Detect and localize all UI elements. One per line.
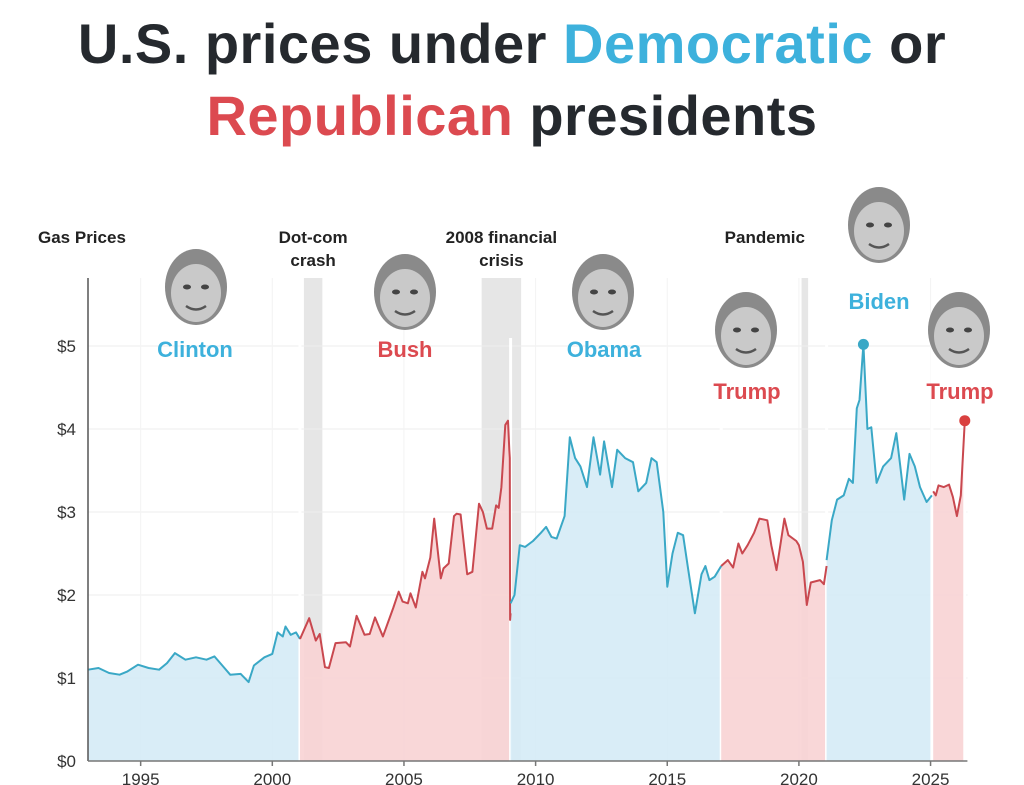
- president-label: Trump: [926, 379, 993, 404]
- price-line-trump: [932, 420, 966, 518]
- face-skin: [578, 269, 628, 327]
- president-face-trump: [928, 292, 990, 368]
- face-eye: [733, 327, 741, 333]
- face-mouth: [185, 304, 207, 311]
- term-area-bush: [300, 420, 511, 761]
- event-label: Pandemic: [725, 228, 805, 247]
- face-eye: [201, 284, 209, 290]
- president-label: Obama: [567, 337, 642, 362]
- x-tick-label: 2015: [648, 770, 686, 785]
- x-tick-label: 2020: [780, 770, 818, 785]
- face-skin: [721, 307, 771, 365]
- face-mouth: [948, 347, 970, 354]
- face-eye: [884, 222, 892, 228]
- event-band: [801, 278, 809, 761]
- chart-title-line-1: U.S. prices under Democratic or: [0, 12, 1024, 76]
- y-tick-label: $4: [57, 420, 76, 439]
- price-line-obama: [509, 436, 723, 615]
- price-line-clinton: [87, 625, 301, 684]
- face-eye: [751, 327, 759, 333]
- face-eye: [866, 222, 874, 228]
- term-area-biden: [826, 344, 932, 761]
- face-skin: [854, 202, 904, 260]
- president-label: Biden: [848, 289, 909, 314]
- y-axis-label: Gas Prices: [38, 228, 126, 247]
- y-tick-label: $2: [57, 586, 76, 605]
- y-tick-label: $5: [57, 337, 76, 356]
- president-face-trump: [715, 292, 777, 368]
- term-area-obama: [510, 437, 722, 761]
- president-face-clinton: [165, 249, 227, 325]
- price-line-trump: [720, 517, 828, 606]
- face-eye: [410, 289, 418, 295]
- price-line-biden: [825, 343, 933, 561]
- x-tick-label: 2010: [517, 770, 555, 785]
- title-democratic: Democratic: [563, 12, 874, 75]
- president-label: Trump: [713, 379, 780, 404]
- face-eye: [964, 327, 972, 333]
- president-label: Bush: [378, 337, 433, 362]
- face-mouth: [394, 309, 416, 316]
- event-label: crisis: [479, 251, 523, 270]
- chart-title-line-2: Republican presidents: [0, 84, 1024, 148]
- y-tick-label: $3: [57, 503, 76, 522]
- x-tick-label: 2025: [912, 770, 950, 785]
- title-republican: Republican: [206, 84, 514, 147]
- title-text: U.S. prices under: [77, 12, 564, 75]
- president-face-obama: [572, 254, 634, 330]
- y-tick-label: $1: [57, 669, 76, 688]
- president-face-biden: [848, 187, 910, 263]
- x-tick-label: 2000: [253, 770, 291, 785]
- face-eye: [608, 289, 616, 295]
- face-mouth: [735, 347, 757, 354]
- face-eye: [392, 289, 400, 295]
- title-text: presidents: [513, 84, 818, 147]
- term-area-trump: [721, 518, 827, 761]
- face-skin: [171, 264, 221, 322]
- title-text: or: [873, 12, 947, 75]
- face-eye: [183, 284, 191, 290]
- price-line-bush: [299, 419, 512, 669]
- term-area-trump: [933, 420, 965, 761]
- president-label: Clinton: [157, 337, 233, 362]
- event-label: 2008 financial: [446, 228, 558, 247]
- face-skin: [934, 307, 984, 365]
- president-face-bush: [374, 254, 436, 330]
- face-mouth: [592, 309, 614, 316]
- face-eye: [946, 327, 954, 333]
- face-mouth: [868, 242, 890, 249]
- x-tick-label: 2005: [385, 770, 423, 785]
- term-area-clinton: [88, 626, 300, 761]
- face-eye: [590, 289, 598, 295]
- event-label: Dot-com: [279, 228, 348, 247]
- endpoint-marker: [959, 415, 971, 427]
- y-tick-label: $0: [57, 752, 76, 771]
- endpoint-marker: [857, 338, 869, 350]
- event-label: crash: [290, 251, 335, 270]
- face-skin: [380, 269, 430, 327]
- x-tick-label: 1995: [122, 770, 160, 785]
